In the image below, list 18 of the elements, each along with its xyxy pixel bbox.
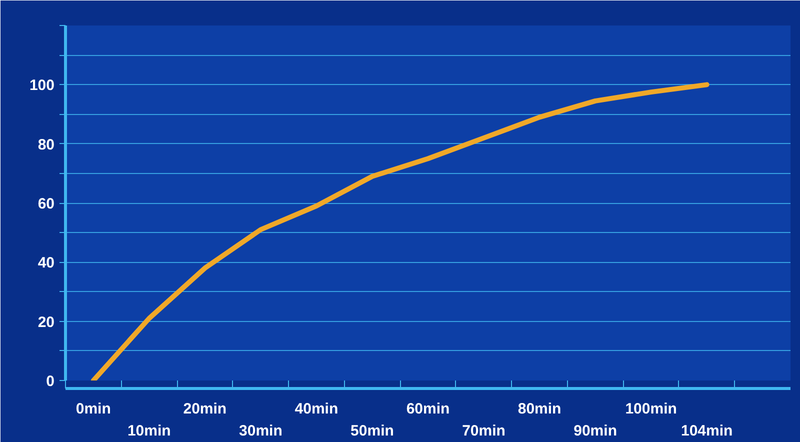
x-tick-label: 90min: [574, 422, 617, 440]
y-tick-label: 20: [38, 314, 55, 331]
x-tick-label: 50min: [350, 422, 394, 440]
x-tick-label: 104min: [681, 422, 733, 440]
y-tick-label: 60: [38, 196, 55, 212]
y-tick-label: 0: [46, 373, 54, 390]
y-tick-label: 80: [38, 136, 55, 154]
x-tick-label: 40min: [294, 400, 338, 418]
x-tick-label: 80min: [518, 400, 562, 418]
x-tick-label: 60min: [406, 400, 450, 418]
x-tick-label: 30min: [239, 422, 282, 440]
x-tick-label: 0min: [76, 400, 111, 418]
x-tick-label: 20min: [183, 400, 227, 418]
x-tick-label: 10min: [127, 422, 171, 440]
x-tick-label: 70min: [462, 422, 506, 440]
y-tick-label: 40: [38, 254, 55, 272]
x-tick-label: 100min: [625, 400, 677, 418]
y-tick-label: 100: [29, 77, 55, 94]
